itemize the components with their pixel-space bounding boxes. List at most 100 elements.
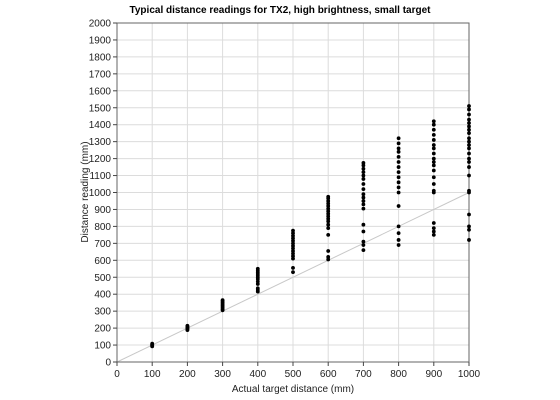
axes [113,22,470,366]
x-tick-label: 900 [425,369,442,380]
data-point [396,243,401,247]
data-point [326,249,331,253]
data-points [150,104,471,349]
data-point [431,146,436,151]
data-point [431,175,436,180]
data-point [255,266,260,271]
data-point [361,239,366,244]
data-point [361,199,366,203]
data-point [396,185,401,190]
data-point [361,160,366,165]
data-point [291,266,295,270]
data-point [396,155,401,159]
data-point [396,160,401,164]
data-point [361,206,366,211]
data-point [396,238,401,242]
data-point [467,107,471,112]
x-tick-label: 700 [355,369,372,380]
data-point [467,124,471,129]
y-tick-label: 1400 [89,120,112,131]
data-point [467,127,471,132]
data-point [467,227,471,232]
data-point [396,224,401,229]
y-tick-label: 800 [94,222,111,233]
data-point [396,141,401,146]
y-tick-label: 1700 [89,69,112,80]
data-point [326,226,331,230]
x-tick-label: 800 [390,369,407,380]
data-point [396,190,401,195]
x-tick-label: 600 [320,369,337,380]
data-point [467,188,471,193]
grid [116,22,470,363]
data-point [220,298,225,303]
data-point [361,173,366,178]
x-tick-label: 0 [114,369,120,380]
x-tick-label: 200 [179,369,196,380]
tick-labels: 0 100 200 300 400 500 600 700 800 900 1000 0 100 200 3… [89,19,481,381]
data-point [467,160,471,164]
y-tick-label: 1800 [89,52,112,63]
data-point [467,212,471,217]
data-point [291,270,295,275]
data-point [467,139,471,144]
data-point [361,187,366,192]
y-tick-label: 1000 [89,188,112,199]
data-point [396,204,401,208]
data-point [431,163,436,168]
data-point [326,255,331,259]
data-point [431,143,436,147]
y-tick-label: 600 [94,256,111,267]
data-point [361,182,366,186]
reference-line-layer [116,192,470,363]
y-tick-label: 0 [105,358,111,369]
y-tick-label: 700 [94,239,111,250]
data-point [361,202,366,207]
x-tick-label: 500 [285,369,302,380]
data-point [431,229,436,234]
data-point [361,195,366,200]
data-point [431,156,436,161]
data-point [431,160,436,164]
y-tick-label: 300 [94,307,111,318]
data-point [150,341,155,346]
x-tick-label: 400 [249,369,266,380]
y-tick-label: 100 [94,341,111,352]
x-tick-label: 1000 [458,369,481,380]
data-point [396,136,401,141]
data-point [361,166,366,171]
data-point [467,151,471,156]
data-point [467,143,471,147]
data-point [291,228,295,233]
data-point [431,226,436,230]
data-point [396,170,401,175]
data-point [431,168,436,173]
data-point [326,194,331,199]
y-tick-label: 1300 [89,137,112,148]
data-point [396,175,401,180]
data-point [361,248,366,253]
data-point [467,238,471,242]
y-tick-label: 1200 [89,154,112,165]
data-point [431,182,436,186]
data-point [431,151,436,156]
data-point [467,104,471,108]
y-tick-label: 2000 [89,19,112,30]
data-point [361,192,366,197]
data-point [431,132,436,137]
chart-title: Typical distance readings for TX2, high … [130,5,432,16]
data-point [431,127,436,132]
data-point [431,138,436,142]
data-point [467,112,471,117]
data-point [326,222,331,227]
y-tick-label: 500 [94,273,111,284]
data-point [396,146,401,151]
y-tick-label: 1100 [89,171,111,182]
y-tick-label: 200 [94,324,111,335]
data-point [396,231,401,236]
data-point [467,224,471,229]
data-point [255,286,260,291]
data-point [361,229,366,234]
x-tick-label: 300 [214,369,231,380]
